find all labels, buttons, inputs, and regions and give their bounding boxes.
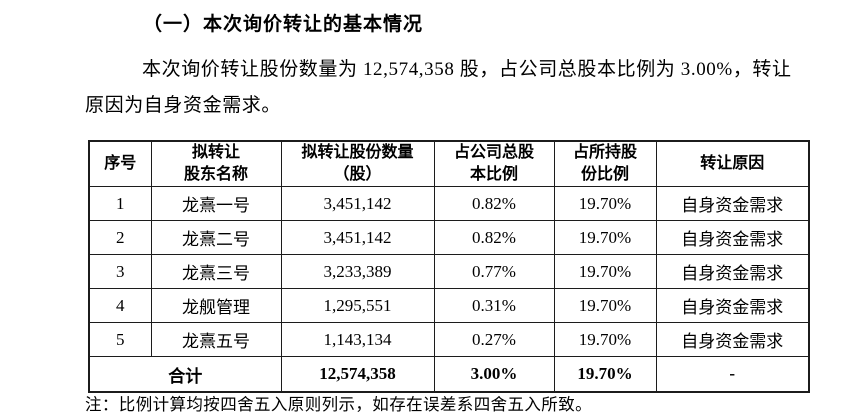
header-shareholder-name: 拟转让 股东名称 xyxy=(150,140,282,187)
pct-total-cell: 0.82% xyxy=(433,186,555,221)
reason-cell: 自身资金需求 xyxy=(655,220,810,255)
shares-cell: 3,451,142 xyxy=(280,186,435,221)
total-pct-total-cell: 3.00% xyxy=(433,356,555,393)
paragraph-line-2: 原因为自身资金需求。 xyxy=(85,95,282,116)
pct-total-cell: 0.77% xyxy=(433,254,555,289)
shareholder-name-cell: 龙熹三号 xyxy=(150,254,282,289)
table-row: 5 龙熹五号 1,143,134 0.27% 19.70% 自身资金需求 xyxy=(88,322,810,357)
pct-held-cell: 19.70% xyxy=(553,322,657,357)
pct-total-cell: 0.82% xyxy=(433,220,555,255)
section-heading: （一）本次询价转让的基本情况 xyxy=(143,14,424,35)
shares-cell: 1,143,134 xyxy=(280,322,435,357)
table-row: 3 龙熹三号 3,233,389 0.77% 19.70% 自身资金需求 xyxy=(88,254,810,289)
total-pct-held-cell: 19.70% xyxy=(553,356,657,393)
shareholder-name-cell: 龙舰管理 xyxy=(150,288,282,323)
shares-cell: 1,295,551 xyxy=(280,288,435,323)
serial-cell: 2 xyxy=(88,220,152,255)
serial-cell: 5 xyxy=(88,322,152,357)
pct-held-cell: 19.70% xyxy=(553,288,657,323)
shares-cell: 3,451,142 xyxy=(280,220,435,255)
total-reason-cell: - xyxy=(655,356,810,393)
pct-held-cell: 19.70% xyxy=(553,186,657,221)
header-serial: 序号 xyxy=(88,140,152,187)
table-row: 4 龙舰管理 1,295,551 0.31% 19.70% 自身资金需求 xyxy=(88,288,810,323)
shareholder-name-cell: 龙熹五号 xyxy=(150,322,282,357)
serial-cell: 4 xyxy=(88,288,152,323)
shares-cell: 3,233,389 xyxy=(280,254,435,289)
reason-cell: 自身资金需求 xyxy=(655,288,810,323)
shareholder-name-cell: 龙熹一号 xyxy=(150,186,282,221)
paragraph-line-1: 本次询价转让股份数量为 12,574,358 股，占公司总股本比例为 3.00%… xyxy=(142,59,792,80)
reason-cell: 自身资金需求 xyxy=(655,186,810,221)
pct-total-cell: 0.27% xyxy=(433,322,555,357)
total-label-cell: 合计 xyxy=(88,356,282,393)
pct-held-cell: 19.70% xyxy=(553,254,657,289)
table-header-row: 序号 拟转让 股东名称 拟转让股份数量 （股） 占公司总股 本比例 占所持股 份… xyxy=(88,140,810,187)
reason-cell: 自身资金需求 xyxy=(655,322,810,357)
shareholder-name-cell: 龙熹二号 xyxy=(150,220,282,255)
table-row: 2 龙熹二号 3,451,142 0.82% 19.70% 自身资金需求 xyxy=(88,220,810,255)
reason-cell: 自身资金需求 xyxy=(655,254,810,289)
pct-total-cell: 0.31% xyxy=(433,288,555,323)
header-pct-held: 占所持股 份比例 xyxy=(553,140,657,187)
header-shares: 拟转让股份数量 （股） xyxy=(280,140,435,187)
transfer-details-table: 序号 拟转让 股东名称 拟转让股份数量 （股） 占公司总股 本比例 占所持股 份… xyxy=(88,140,810,393)
pct-held-cell: 19.70% xyxy=(553,220,657,255)
table-total-row: 合计 12,574,358 3.00% 19.70% - xyxy=(88,356,810,393)
footnote: 注：比例计算均按四舍五入原则列示，如存在误差系四舍五入所致。 xyxy=(85,395,592,414)
serial-cell: 1 xyxy=(88,186,152,221)
table-row: 1 龙熹一号 3,451,142 0.82% 19.70% 自身资金需求 xyxy=(88,186,810,221)
total-shares-cell: 12,574,358 xyxy=(280,356,435,393)
header-reason: 转让原因 xyxy=(655,140,810,187)
serial-cell: 3 xyxy=(88,254,152,289)
header-pct-total-capital: 占公司总股 本比例 xyxy=(433,140,555,187)
